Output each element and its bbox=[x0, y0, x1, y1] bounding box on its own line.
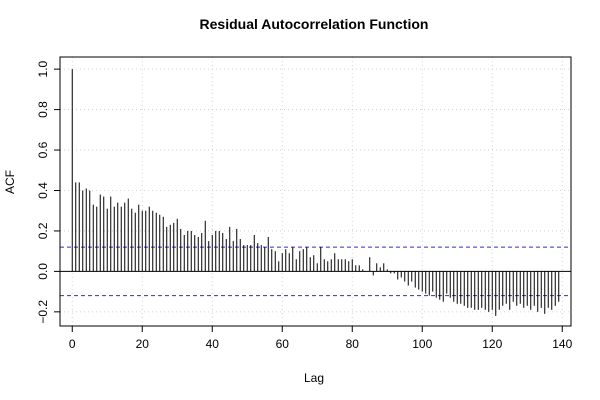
x-tick-label: 140 bbox=[552, 337, 572, 351]
confidence-band-layer bbox=[60, 246, 571, 297]
x-tick-label: 80 bbox=[346, 337, 360, 351]
x-axis-label: Lag bbox=[304, 371, 324, 385]
x-tick-label: 0 bbox=[69, 337, 76, 351]
plot-frame bbox=[59, 56, 572, 327]
y-axis: −0.2 0.0 0.2 0.4 0.6 0.8 1.0 bbox=[36, 60, 60, 324]
x-tick-label: 40 bbox=[206, 337, 220, 351]
x-tick-label: 120 bbox=[482, 337, 502, 351]
y-tick-label: 1.0 bbox=[36, 60, 50, 77]
x-tick-label: 60 bbox=[276, 337, 290, 351]
x-axis: 0 20 40 60 80 100 120 140 bbox=[69, 326, 573, 351]
acf-bars bbox=[71, 69, 560, 316]
x-tick-label: 20 bbox=[136, 337, 150, 351]
y-tick-label: 0.4 bbox=[36, 182, 50, 199]
y-tick-label: 0.2 bbox=[36, 222, 50, 239]
grid-layer bbox=[60, 57, 571, 326]
y-tick-label: 0.6 bbox=[36, 141, 50, 158]
y-tick-label: −0.2 bbox=[36, 300, 50, 324]
y-tick-label: 0.8 bbox=[36, 101, 50, 118]
x-tick-label: 100 bbox=[412, 337, 432, 351]
y-tick-label: 0.0 bbox=[36, 263, 50, 280]
chart-title: Residual Autocorrelation Function bbox=[200, 16, 429, 32]
y-axis-label: ACF bbox=[3, 170, 17, 194]
